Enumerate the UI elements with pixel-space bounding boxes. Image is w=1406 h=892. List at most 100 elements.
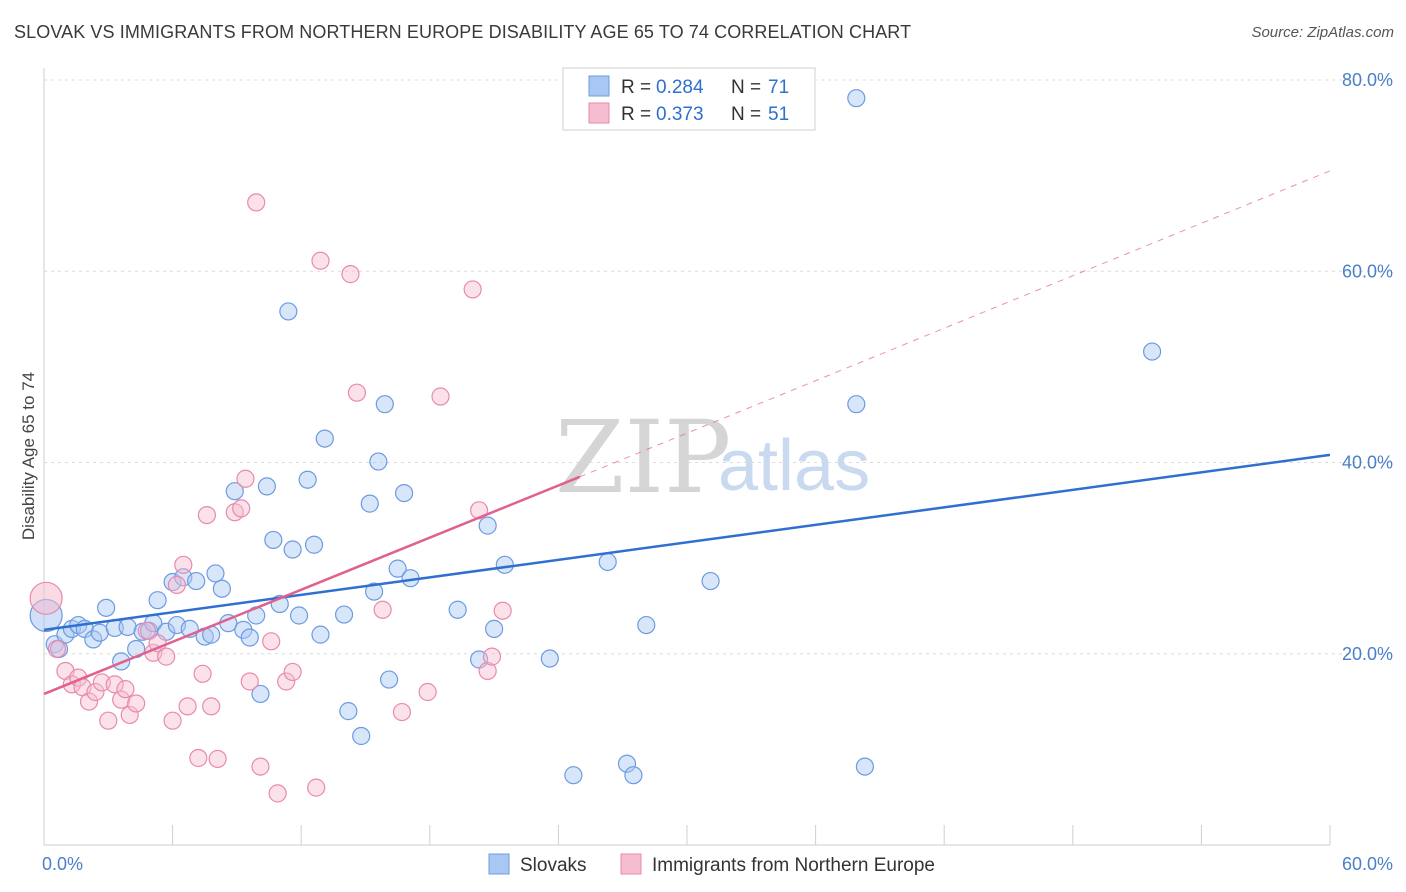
scatter-point (236, 469, 255, 488)
y-tick-label: 80.0% (1342, 70, 1393, 90)
scatter-point (495, 555, 514, 574)
legend-r-value: 0.373 (656, 104, 704, 125)
series-label-immigrants: Immigrants from Northern Europe (652, 855, 935, 876)
scatter-point (148, 591, 167, 610)
scatter-point (178, 697, 197, 716)
chart-title: SLOVAK VS IMMIGRANTS FROM NORTHERN EUROP… (14, 22, 912, 42)
scatter-point (268, 784, 287, 803)
scatter-point (394, 484, 414, 503)
scatter-point (598, 552, 617, 572)
scatter-point (99, 711, 118, 730)
scatter-point (118, 617, 137, 637)
scatter-point (624, 766, 643, 785)
slovaks-trend-line (43, 453, 1331, 632)
series-label-slovaks: Slovaks (520, 855, 587, 876)
scatter-point (47, 639, 66, 659)
scatter-point (307, 778, 326, 797)
scatter-point (478, 516, 497, 535)
scatter-point (208, 749, 227, 769)
scatter-point (289, 606, 309, 625)
scatter-point (232, 499, 251, 518)
y-tick-labels: 20.0% 40.0% 60.0% 80.0% (1342, 70, 1393, 664)
scatter-point (206, 564, 225, 583)
scatter-point (90, 623, 109, 642)
scatter-point (264, 530, 283, 550)
series-legend: Slovaks Immigrants from Northern Europe (488, 853, 935, 876)
grid-lines (44, 79, 1392, 655)
scatter-point (174, 555, 193, 574)
stats-legend: R = 0.284 N = 71 R = 0.373 N = 51 (562, 67, 816, 131)
scatter-point (847, 89, 866, 108)
scatter-point (540, 649, 559, 668)
scatter-point (240, 672, 259, 691)
scatter-point (105, 675, 124, 694)
legend-swatch-blue (588, 75, 610, 97)
slovaks-points (29, 89, 1162, 785)
scatter-point (482, 647, 502, 666)
watermark-atlas: atlas (718, 426, 870, 506)
scatter-point (364, 582, 384, 601)
legend-swatch-pink (588, 102, 610, 124)
scatter-point (29, 581, 63, 615)
scatter-point (120, 705, 139, 725)
scatter-point (116, 680, 135, 699)
scatter-point (360, 494, 379, 513)
immigrants-trend-extension (579, 170, 1331, 478)
axes (43, 68, 1331, 846)
scatter-point (298, 470, 317, 489)
scatter-point (478, 661, 497, 681)
legend-row-pink: R = 0.373 N = 51 (588, 102, 789, 125)
legend-n-value: 51 (768, 104, 789, 125)
scatter-point (379, 670, 399, 689)
scatter-point (212, 579, 231, 598)
legend-r-value: 0.284 (656, 77, 704, 98)
scatter-point (86, 682, 105, 702)
y-axis-title: Disability Age 65 to 74 (19, 372, 38, 540)
scatter-point (352, 726, 371, 746)
scatter-point (373, 600, 392, 619)
y-tick-label: 20.0% (1342, 644, 1393, 664)
scatter-point (84, 630, 103, 649)
scatter-point (431, 387, 450, 406)
scatter-point (617, 754, 637, 773)
series-swatch-immigrants (620, 853, 642, 875)
scatter-point (225, 482, 244, 501)
trend-lines (43, 170, 1331, 696)
series-swatch-slovaks (488, 853, 510, 875)
scatter-point (701, 571, 720, 591)
scatter-point (847, 395, 866, 414)
scatter-point (127, 694, 146, 713)
legend-n-label: N = (731, 77, 761, 98)
scatter-point (564, 766, 583, 785)
y-tick-label: 60.0% (1342, 261, 1393, 281)
scatter-point (283, 540, 302, 559)
scatter-point (251, 757, 270, 776)
x-tick-label: 60.0% (1342, 854, 1393, 874)
legend-r-label: R = (621, 104, 651, 125)
immigrants-points (29, 193, 512, 803)
scatter-point (304, 535, 324, 554)
scatter-point (392, 702, 412, 722)
watermark: ZIP atlas (555, 399, 870, 516)
scatter-point (277, 672, 296, 691)
x-tick-labels: 0.0% 60.0% (42, 854, 1393, 874)
scatter-point (369, 452, 388, 471)
scatter-point (315, 429, 334, 448)
scatter-point (112, 690, 131, 709)
scatter-point (485, 619, 504, 638)
scatter-point (251, 684, 270, 704)
scatter-point (247, 193, 266, 212)
scatter-point (418, 682, 437, 702)
legend-row-blue: R = 0.284 N = 71 (588, 75, 789, 98)
scatter-point (262, 632, 281, 651)
scatter-point (448, 600, 467, 619)
scatter-point (189, 748, 208, 768)
legend-n-value: 71 (768, 77, 789, 98)
legend-r-label: R = (621, 77, 651, 98)
scatter-point (347, 383, 367, 402)
scatter-point (163, 711, 182, 730)
scatter-point (388, 559, 407, 578)
scatter-point (167, 575, 186, 595)
scatter-point (187, 571, 206, 591)
